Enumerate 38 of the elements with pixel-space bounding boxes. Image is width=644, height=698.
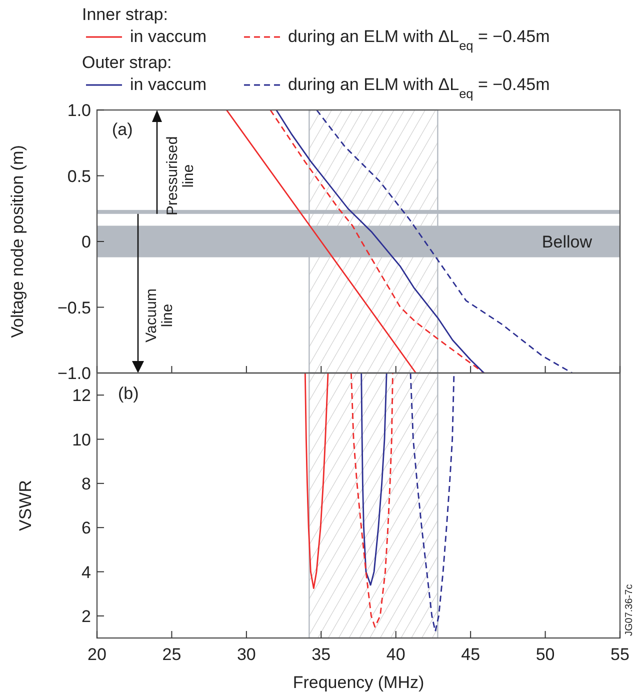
y-tick-label: 2 bbox=[82, 606, 91, 626]
x-tick-label: 55 bbox=[610, 645, 630, 664]
legend-label: during an ELM with ΔL$_{eq}$ = −0.45m bbox=[288, 75, 550, 100]
annotation: (b) bbox=[118, 384, 139, 403]
x-tick-label: 20 bbox=[88, 645, 106, 664]
legend-label: in vaccum bbox=[130, 75, 207, 94]
annotation: Pressurised line bbox=[164, 136, 197, 216]
y-tick-label: 10 bbox=[72, 430, 91, 450]
y-tick-label: 1.0 bbox=[67, 101, 91, 120]
y-tick-label: 8 bbox=[82, 474, 91, 494]
x-tick-label: 40 bbox=[386, 645, 406, 664]
text: Inner strap: bbox=[82, 5, 168, 24]
x-tick-label: 45 bbox=[461, 645, 480, 664]
x-tick-label: 35 bbox=[312, 645, 331, 664]
y-tick-label: 0 bbox=[82, 232, 91, 252]
text: JG07.36-7c bbox=[624, 584, 635, 636]
x-tick-label: 50 bbox=[536, 645, 555, 664]
annotation: (a) bbox=[112, 120, 133, 139]
legend-label: in vaccum bbox=[130, 27, 207, 46]
annotation: Vacuum line bbox=[143, 288, 176, 342]
text: Outer strap: bbox=[82, 53, 172, 72]
line-series bbox=[304, 373, 329, 590]
y-tick-label: 4 bbox=[82, 562, 91, 582]
x-tick-label: 30 bbox=[236, 645, 256, 664]
y-tick-label: 0.5 bbox=[67, 166, 91, 186]
y-axis-title: VSWR bbox=[16, 480, 35, 531]
line-series bbox=[360, 373, 388, 586]
legend-label: during an ELM with ΔL$_{eq}$ = −0.45m bbox=[288, 27, 550, 52]
y-tick-label: −0.5 bbox=[57, 298, 91, 318]
x-axis-title: Frequency (MHz) bbox=[292, 673, 424, 692]
band-label: Bellow bbox=[542, 232, 593, 252]
x-tick-label: 25 bbox=[162, 645, 182, 664]
line-series bbox=[410, 373, 455, 632]
y-tick-label: 12 bbox=[72, 386, 91, 406]
line-series bbox=[350, 373, 394, 628]
y-tick-label: 6 bbox=[82, 518, 91, 538]
y-axis-title: Voltage node position (m) bbox=[8, 145, 27, 338]
y-tick-label: −1.0 bbox=[57, 364, 91, 383]
